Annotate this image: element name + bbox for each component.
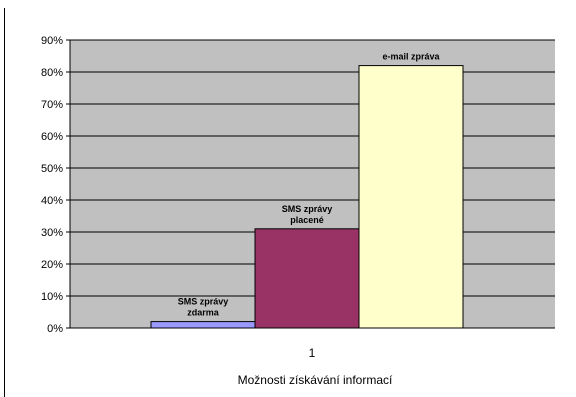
bar-2 <box>358 65 464 329</box>
data-label-1-line-1: placené <box>290 215 324 225</box>
x-category-label: 1 <box>309 346 316 360</box>
y-axis-ticks: 0% 10% 20% 30% 40% 50% 60% 70% 80% 90% <box>41 35 70 335</box>
y-tick-label-60: 60% <box>41 131 63 143</box>
data-label-0-line-0: SMS zprávy <box>178 297 229 307</box>
bars <box>150 65 464 329</box>
bar-0 <box>150 321 256 329</box>
frame-line <box>4 8 5 397</box>
x-axis-title: Možnosti získávání informací <box>238 373 393 387</box>
gridlines <box>70 39 555 297</box>
y-tick-label-70: 70% <box>41 99 63 111</box>
data-label-2-line-0: e-mail zpráva <box>382 52 440 62</box>
y-tick-label-10: 10% <box>41 291 63 303</box>
y-tick-label-80: 80% <box>41 67 63 79</box>
data-label-1-line-0: SMS zprávy <box>282 204 333 214</box>
y-tick-label-50: 50% <box>41 163 63 175</box>
y-tick-label-0: 0% <box>47 323 63 335</box>
data-label-0-line-1: zdarma <box>187 308 220 318</box>
bar-1 <box>254 228 360 329</box>
y-tick-label-40: 40% <box>41 195 63 207</box>
y-tick-label-90: 90% <box>41 35 63 47</box>
y-tick-label-30: 30% <box>41 227 63 239</box>
y-tick-label-20: 20% <box>41 259 63 271</box>
